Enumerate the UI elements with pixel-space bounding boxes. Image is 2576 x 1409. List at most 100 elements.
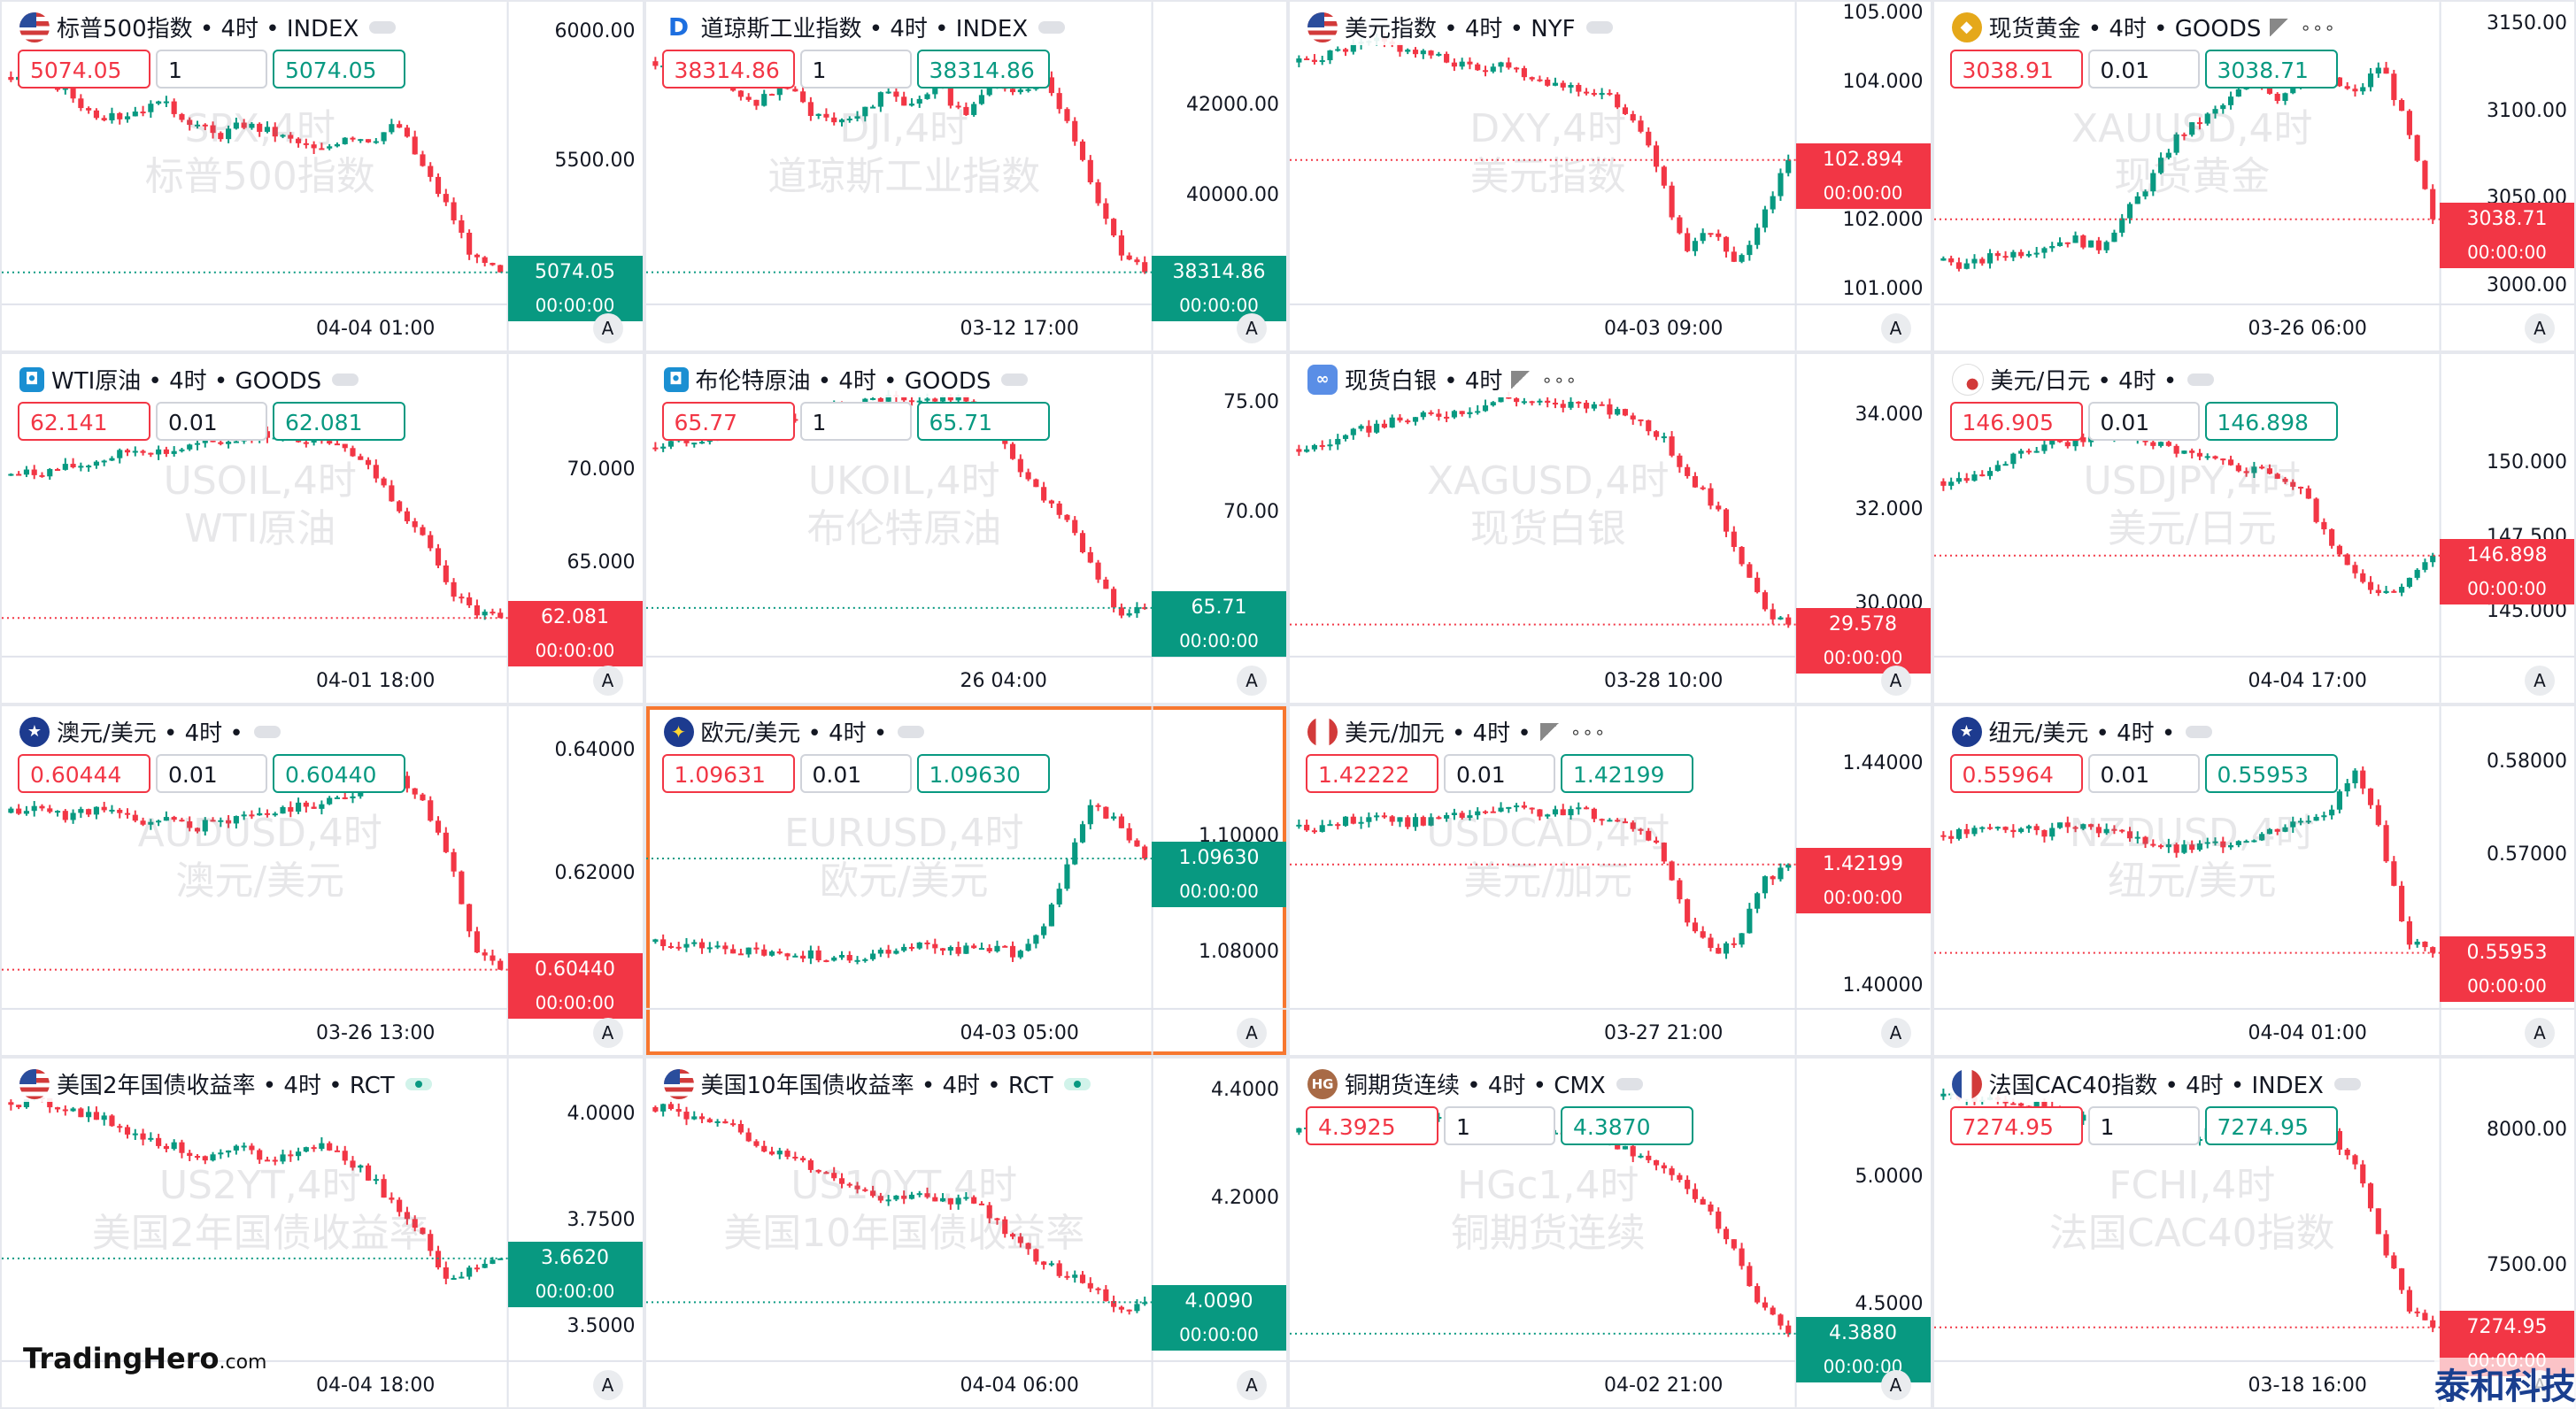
quantity-input[interactable]: 0.01 [2087,50,2200,89]
chart-header[interactable]: ★ 澳元/美元 • 4时 • [18,713,286,750]
symbol-title[interactable]: 铜期货连续 • 4时 • CMX [1345,1073,1606,1099]
buy-button[interactable]: 3038.71 [2204,50,2338,89]
quantity-input[interactable]: 0.01 [799,754,912,793]
order-panel[interactable]: 5074.05 1 5074.05 [18,50,405,89]
auto-scale-button[interactable]: A [1237,666,1267,696]
collapse-toggle[interactable] [898,725,925,738]
order-panel[interactable]: 65.77 1 65.71 [661,402,1050,441]
symbol-title[interactable]: 法国CAC40指数 • 4时 • INDEX [1988,1073,2324,1099]
quantity-input[interactable]: 0.01 [2087,402,2200,441]
chart-header[interactable]: ◆ 现货黄金 • 4时 • GOODS ∘∘∘ [1949,9,2341,45]
quantity-input[interactable]: 1 [156,50,267,89]
sell-button[interactable]: 0.55964 [1949,754,2083,793]
chart-header[interactable]: 美元/日元 • 4时 • [1949,361,2220,397]
symbol-title[interactable]: 美元/加元 • 4时 • [1345,720,1531,747]
order-panel[interactable]: 62.141 0.01 62.081 [18,402,405,441]
auto-scale-button[interactable]: A [592,666,623,696]
symbol-title[interactable]: 美元/日元 • 4时 • [1990,368,2178,395]
candlestick-plot[interactable] [645,1059,1287,1407]
quantity-input[interactable]: 0.01 [156,402,267,441]
chart-header[interactable]: ✦ 欧元/美元 • 4时 • [661,713,930,750]
quantity-input[interactable]: 1 [799,50,912,89]
candlestick-plot[interactable] [1290,2,1931,350]
symbol-title[interactable]: 澳元/美元 • 4时 • [57,720,243,747]
collapse-toggle[interactable] [1038,20,1066,34]
flag-marker-icon[interactable] [1539,722,1560,741]
auto-scale-button[interactable]: A [592,313,623,343]
sell-button[interactable]: 65.77 [661,402,795,441]
sell-button[interactable]: 0.60444 [18,754,150,793]
chart-header[interactable]: HG 铜期货连续 • 4时 • CMX [1306,1066,1648,1102]
flag-marker-icon[interactable] [1511,370,1531,389]
collapse-toggle[interactable] [1001,373,1029,386]
chart-header[interactable]: 美国2年国债收益率 • 4时 • RCT [18,1066,437,1102]
order-panel[interactable]: 1.42222 0.01 1.42199 [1306,754,1693,793]
candlestick-plot[interactable] [1290,706,1931,1055]
sell-button[interactable]: 5074.05 [18,50,150,89]
chart-panel[interactable]: 标普500指数 • 4时 • INDEX5074.0515074.05SPX,4… [2,2,643,350]
market-open-indicator[interactable] [405,1077,432,1090]
sell-button[interactable]: 1.09631 [661,754,795,793]
chart-panel[interactable]: 美元/加元 • 4时 • ∘∘∘ 1.42222 0.01 1.42199 USDCAD,… [1290,706,1931,1055]
collapse-toggle[interactable] [332,373,359,386]
collapse-toggle[interactable] [253,725,281,738]
symbol-title[interactable]: WTI原油 • 4时 • GOODS [51,368,322,395]
order-panel[interactable]: 4.3925 1 4.3870 [1306,1106,1693,1145]
auto-scale-button[interactable]: A [1880,1370,1911,1400]
chart-panel[interactable]: D 道琼斯工业指数 • 4时 • INDEX 38314.86 1 38314.86 DJ… [645,2,1286,350]
auto-scale-button[interactable]: A [1880,1018,1911,1048]
chart-panel[interactable]: ∞ 现货白银 • 4时 ∘∘∘ XAGUSD,4时 现货白银 34.000 32.000 30… [1290,354,1931,703]
collapse-toggle[interactable] [2186,725,2213,738]
more-options-icon[interactable]: ∘∘∘ [1541,368,1577,390]
quantity-input[interactable]: 1 [1444,1106,1555,1145]
chart-panel[interactable]: ✦ 欧元/美元 • 4时 • 1.09631 0.01 1.09630 EURUSD,4时… [645,706,1287,1055]
order-panel[interactable]: 0.60444 0.01 0.60440 [18,754,405,793]
chart-panel[interactable]: ◆现货黄金 • 4时 • GOODS∘∘∘3038.910.013038.71X… [1933,2,2574,350]
auto-scale-button[interactable]: A [2525,1018,2555,1048]
chart-panel[interactable]: 美元/日元 • 4时 • 146.905 0.01 146.898 USDJPY,4时美… [1933,354,2574,703]
symbol-title[interactable]: 布伦特原油 • 4时 • GOODS [695,368,991,395]
chart-header[interactable]: ∞ 现货白银 • 4时 ∘∘∘ [1306,361,1583,397]
symbol-title[interactable]: 现货黄金 • 4时 • GOODS [1988,16,2262,42]
order-panel[interactable]: 7274.95 1 7274.95 [1949,1106,2338,1145]
auto-scale-button[interactable]: A [1880,313,1911,343]
symbol-title[interactable]: 美元指数 • 4时 • NYF [1345,16,1576,42]
market-open-indicator[interactable] [1063,1077,1091,1090]
candlestick-plot[interactable] [2,1059,643,1407]
candlestick-plot[interactable] [645,706,1287,1055]
chart-header[interactable]: 美元/加元 • 4时 • ∘∘∘ [1306,713,1612,750]
collapse-toggle[interactable] [2187,373,2215,386]
sell-button[interactable]: 62.141 [18,402,150,441]
more-options-icon[interactable]: ∘∘∘ [2300,16,2336,38]
order-panel[interactable]: 146.905 0.01 146.898 [1949,402,2338,441]
symbol-title[interactable]: 纽元/美元 • 4时 • [1988,720,2176,747]
chart-panel[interactable]: 美国2年国债收益率 • 4时 • RCT US2YT,4时 美国2年国债收益率 4.0… [2,1059,643,1407]
sell-button[interactable]: 1.42222 [1306,754,1438,793]
collapse-toggle[interactable] [2333,1077,2361,1090]
buy-button[interactable]: 0.55953 [2204,754,2338,793]
quantity-input[interactable]: 0.01 [156,754,267,793]
chart-panel[interactable]: HG 铜期货连续 • 4时 • CMX 4.3925 1 4.3870 HGc1,4时 铜期… [1290,1059,1931,1407]
auto-scale-button[interactable]: A [592,1370,623,1400]
sell-button[interactable]: 4.3925 [1306,1106,1438,1145]
symbol-title[interactable]: 美国2年国债收益率 • 4时 • RCT [57,1073,395,1099]
chart-header[interactable]: 美国10年国债收益率 • 4时 • RCT [661,1066,1096,1102]
chart-panel[interactable]: ◘ 布伦特原油 • 4时 • GOODS 65.77 1 65.71 UKOIL,4时 布伦… [645,354,1286,703]
buy-button[interactable]: 1.09630 [916,754,1050,793]
auto-scale-button[interactable]: A [2525,313,2555,343]
candlestick-plot[interactable] [2,354,643,703]
chart-header[interactable]: ◘ WTI原油 • 4时 • GOODS [18,361,365,397]
candlestick-plot[interactable] [1933,706,2575,1055]
buy-button[interactable]: 4.3870 [1561,1106,1693,1145]
buy-button[interactable]: 0.60440 [273,754,405,793]
buy-button[interactable]: 38314.86 [916,50,1050,89]
chart-header[interactable]: 标普500指数 • 4时 • INDEX [18,9,402,45]
chart-panel[interactable]: ◘ WTI原油 • 4时 • GOODS 62.141 0.01 62.081 USOIL… [2,354,643,703]
chart-header[interactable]: ★ 纽元/美元 • 4时 • [1949,713,2218,750]
auto-scale-button[interactable]: A [1237,313,1267,343]
order-panel[interactable]: 38314.86 1 38314.86 [661,50,1050,89]
quantity-input[interactable]: 1 [2087,1106,2200,1145]
chart-header[interactable]: ◘ 布伦特原油 • 4时 • GOODS [661,361,1034,397]
collapse-toggle[interactable] [1585,20,1613,34]
symbol-title[interactable]: 现货白银 • 4时 [1345,368,1503,395]
